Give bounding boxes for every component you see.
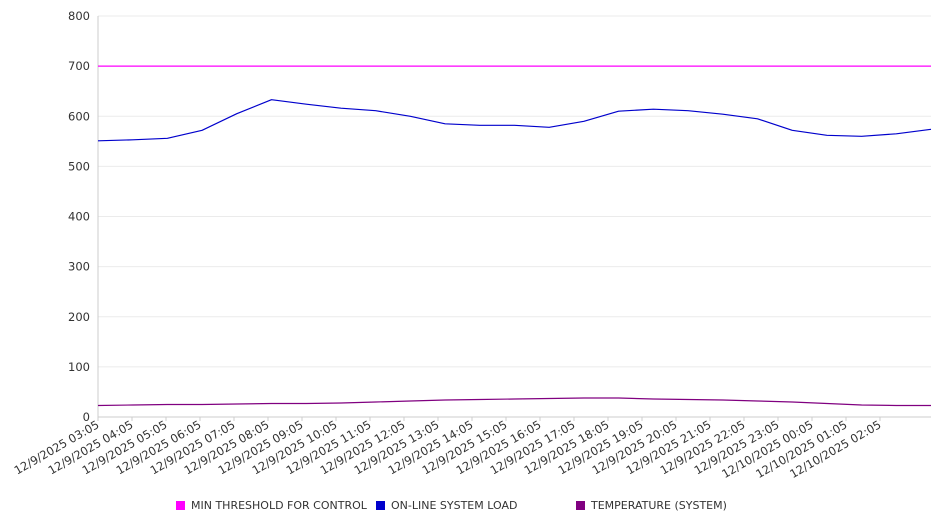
legend-swatch [376,501,385,510]
legend-item-threshold: MIN THRESHOLD FOR CONTROL [176,499,367,512]
y-tick-label: 0 [83,410,90,424]
gridlines [98,15,931,368]
y-tick-label: 200 [68,310,90,324]
legend-label: ON-LINE SYSTEM LOAD [391,499,518,512]
y-tick-label: 600 [68,109,90,123]
legend-label: MIN THRESHOLD FOR CONTROL [191,499,367,512]
system-load-line [97,99,932,142]
legend-item-system-load: ON-LINE SYSTEM LOAD [376,499,517,512]
series-lines [97,65,932,407]
y-tick-label: 700 [68,59,90,73]
y-axis-ticks: 0 100 200 300 400 500 600 700 800 [68,9,90,424]
legend: MIN THRESHOLD FOR CONTROL ON-LINE SYSTEM… [0,499,946,513]
y-tick-label: 500 [68,159,90,173]
legend-swatch [576,501,585,510]
legend-label: TEMPERATURE (SYSTEM) [591,499,727,512]
legend-item-temperature: TEMPERATURE (SYSTEM) [576,499,727,512]
y-tick-label: 400 [68,210,90,224]
y-tick-label: 100 [68,360,90,374]
legend-swatch [176,501,185,510]
y-tick-label: 300 [68,260,90,274]
y-tick-label: 800 [68,9,90,23]
temperature-line [97,397,931,407]
